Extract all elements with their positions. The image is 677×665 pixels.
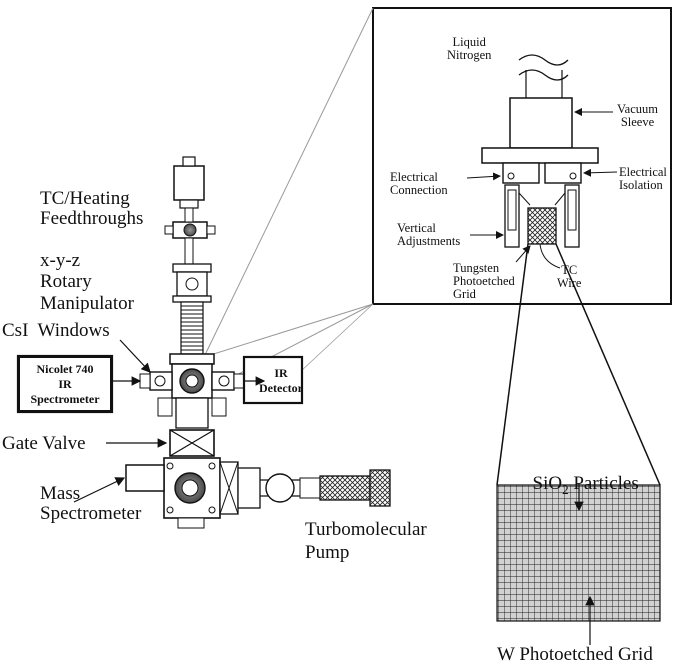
vacuum-sleeve — [509, 97, 573, 149]
flange-plate — [481, 147, 599, 164]
label-tungsten-grid: Tungsten Photoetched Grid — [453, 261, 515, 302]
label-ir-detector: IR Detector — [259, 366, 303, 395]
label-vacuum-sleeve: Vacuum Sleeve — [617, 102, 658, 130]
label-tc-wire: TC Wire — [557, 263, 582, 291]
right-adjust-arm — [564, 184, 580, 248]
label-liquid-nitrogen: Liquid Nitrogen — [447, 35, 492, 63]
left-adjust-arm — [504, 184, 520, 248]
sio2-prefix: SiO — [532, 472, 563, 494]
label-xyz-manipulator: x-y-z Rotary Manipulator — [40, 250, 134, 314]
liquid-nitrogen-tube — [518, 54, 569, 66]
bellows — [180, 301, 204, 355]
label-electrical-isolation: Electrical Isolation — [619, 165, 667, 193]
sio2-subscript: 2 — [562, 481, 569, 497]
label-sio2-particles: SiO2 Particles — [523, 454, 639, 496]
label-gate-valve: Gate Valve — [2, 433, 86, 454]
label-turbomolecular-pump: Turbomolecular Pump — [305, 519, 427, 563]
label-nicolet: Nicolet 740 IR Spectrometer — [18, 356, 112, 412]
turbo-pump — [319, 475, 371, 501]
label-tc-heating: TC/Heating Feedthroughs — [40, 188, 144, 229]
label-csi-windows: CsI Windows — [2, 320, 110, 341]
inset-detail-box — [372, 7, 672, 305]
sio2-suffix: Particles — [568, 472, 639, 494]
tungsten-grid-small — [527, 207, 557, 245]
tc-wire — [539, 243, 561, 269]
label-mass-spectrometer: Mass Spectrometer — [40, 483, 142, 524]
mass-spectrometer-unit — [125, 464, 165, 492]
label-w-photoetched-grid: W Photoetched Grid — [497, 644, 653, 665]
label-vertical-adjustments: Vertical Adjustments — [397, 221, 461, 249]
label-electrical-connection: Electrical Connection — [390, 170, 448, 198]
ir-detector-box — [242, 355, 304, 405]
